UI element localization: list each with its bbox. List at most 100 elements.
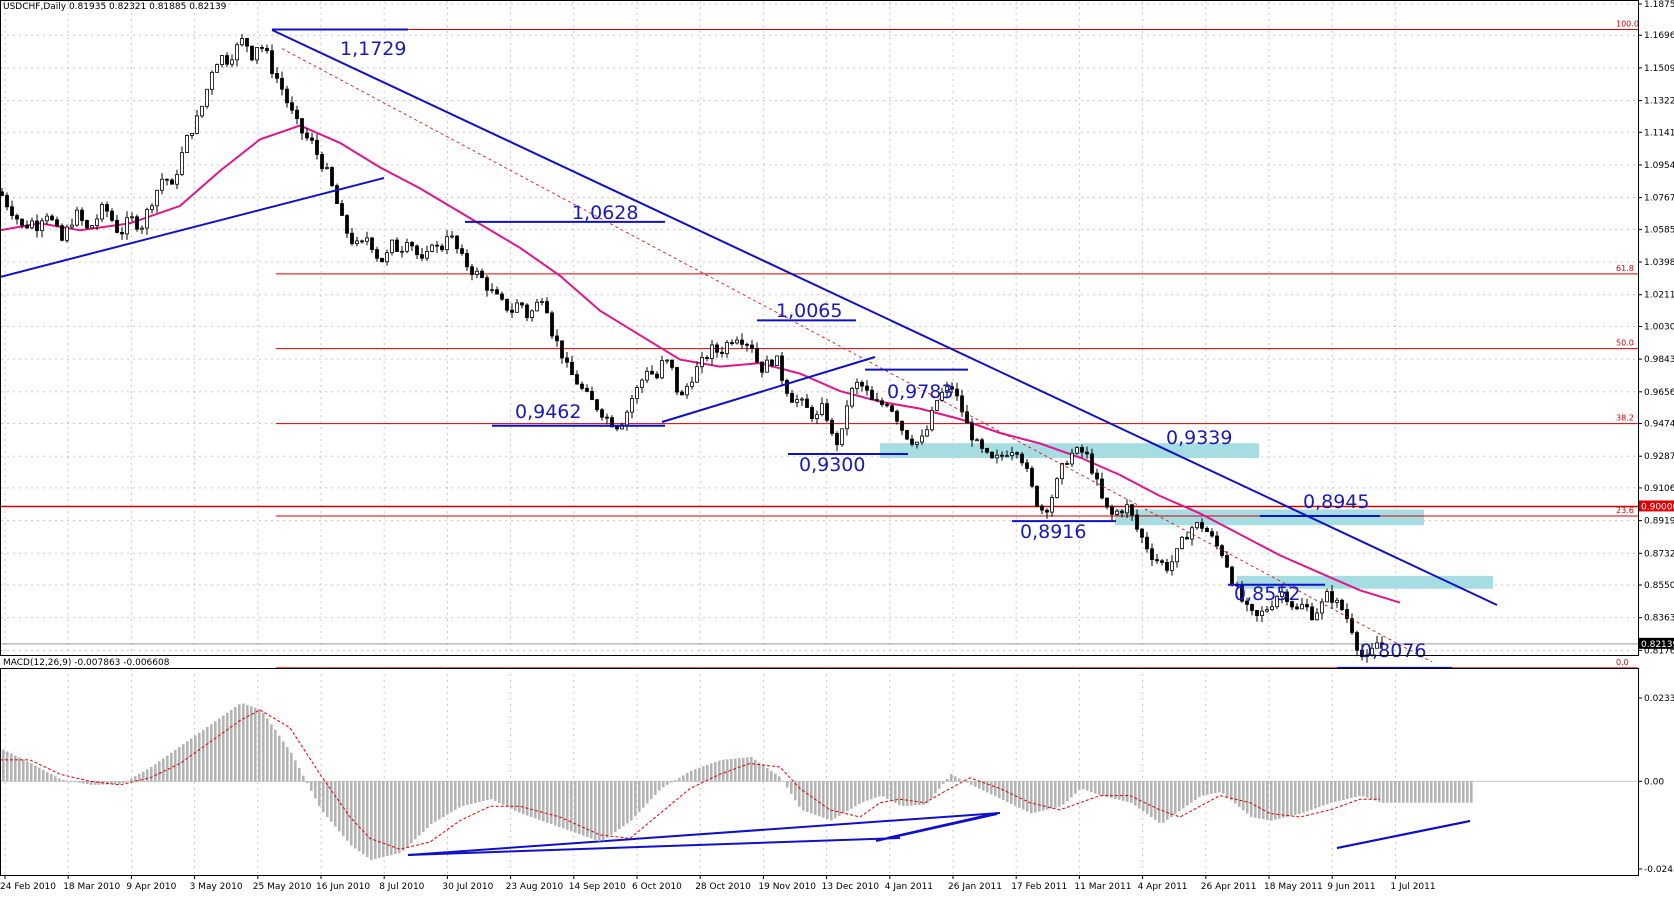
candle <box>1215 531 1219 550</box>
macd-bar <box>146 769 149 782</box>
macd-bar <box>922 781 925 805</box>
candle <box>555 329 559 347</box>
macd-bar <box>1130 781 1133 803</box>
candle <box>290 96 294 115</box>
candle <box>945 381 949 399</box>
candle-body <box>600 409 604 418</box>
candle-body <box>370 237 374 250</box>
macd-bar <box>1254 781 1257 818</box>
candle <box>1345 603 1349 623</box>
candle-body <box>950 386 954 390</box>
candle-body <box>935 400 939 411</box>
candle-body <box>520 302 524 306</box>
macd-bar <box>1162 781 1165 823</box>
candle <box>990 451 994 459</box>
macd-bar <box>842 781 845 814</box>
macd-bar <box>674 780 677 782</box>
macd-bar <box>478 781 481 803</box>
macd-bar <box>770 770 773 782</box>
candle <box>785 378 789 397</box>
macd-bar <box>618 781 621 830</box>
macd-bar <box>742 757 745 782</box>
candle-body <box>340 203 344 216</box>
macd-bar <box>1434 781 1437 803</box>
macd-bar <box>1158 781 1161 823</box>
candle-body <box>1245 600 1249 605</box>
macd-bar <box>590 781 593 839</box>
candle-body <box>50 215 54 221</box>
macd-bar <box>1174 781 1177 815</box>
candle <box>975 437 979 442</box>
macd-bar <box>154 764 157 782</box>
macd-bar <box>282 741 285 782</box>
candle <box>310 132 314 144</box>
macd-bar <box>494 781 497 802</box>
macd-bar <box>1094 781 1097 794</box>
candle <box>600 407 604 421</box>
candle-body <box>1075 447 1079 454</box>
candle <box>1290 600 1294 611</box>
macd-bar <box>814 781 817 815</box>
candle-body <box>1020 453 1024 464</box>
candle-body <box>560 340 564 359</box>
macd-bar <box>286 747 289 782</box>
candle-body <box>690 381 694 387</box>
macd-bar <box>1394 781 1397 803</box>
candle <box>675 367 679 396</box>
candle <box>585 384 589 393</box>
candle-body <box>1270 606 1274 611</box>
macd-bar <box>926 781 929 804</box>
candle <box>820 397 824 417</box>
candle <box>505 298 509 313</box>
candle-body <box>275 73 279 79</box>
candle-body <box>675 367 679 393</box>
candle-body <box>1115 510 1119 515</box>
candle <box>910 434 914 447</box>
candle <box>80 207 84 226</box>
macd-bar <box>990 781 993 795</box>
macd-bar <box>474 781 477 803</box>
date-tick-label: 30 Jul 2010 <box>442 882 493 892</box>
macd-bar <box>1178 781 1181 812</box>
macd-bar <box>714 762 717 782</box>
macd-bar <box>1098 781 1101 795</box>
macd-bar <box>206 727 209 782</box>
macd-tick-label: 0.00 <box>1644 777 1664 787</box>
macd-bar <box>558 781 561 828</box>
macd-bar <box>250 706 253 782</box>
macd-bar <box>1246 781 1249 814</box>
candle-body <box>1035 485 1039 507</box>
macd-bar <box>506 781 509 807</box>
candle <box>770 358 774 368</box>
macd-bar <box>906 781 909 806</box>
macd-bar <box>574 781 577 833</box>
candle-body <box>420 254 424 259</box>
macd-bar <box>1134 781 1137 806</box>
macd-bar <box>246 704 249 782</box>
macd-bar <box>1450 781 1453 803</box>
candle <box>365 231 369 246</box>
macd-bar <box>894 781 897 804</box>
candle-body <box>400 250 404 253</box>
candle-body <box>1060 463 1064 480</box>
candle <box>755 342 759 363</box>
candle-body <box>945 386 949 393</box>
macd-bar <box>1314 781 1317 809</box>
candle <box>530 309 534 322</box>
macd-bar <box>2 749 5 782</box>
candle <box>660 355 664 380</box>
macd-bar <box>670 781 673 783</box>
candle-body <box>615 426 619 430</box>
macd-bar <box>226 712 229 782</box>
candle-body <box>715 344 719 353</box>
candle-body <box>155 189 159 207</box>
candle-body <box>70 224 74 228</box>
candle <box>760 361 764 378</box>
candle <box>45 213 49 225</box>
candle-body <box>650 370 654 375</box>
candle-body <box>125 217 129 235</box>
candle-body <box>60 225 64 241</box>
